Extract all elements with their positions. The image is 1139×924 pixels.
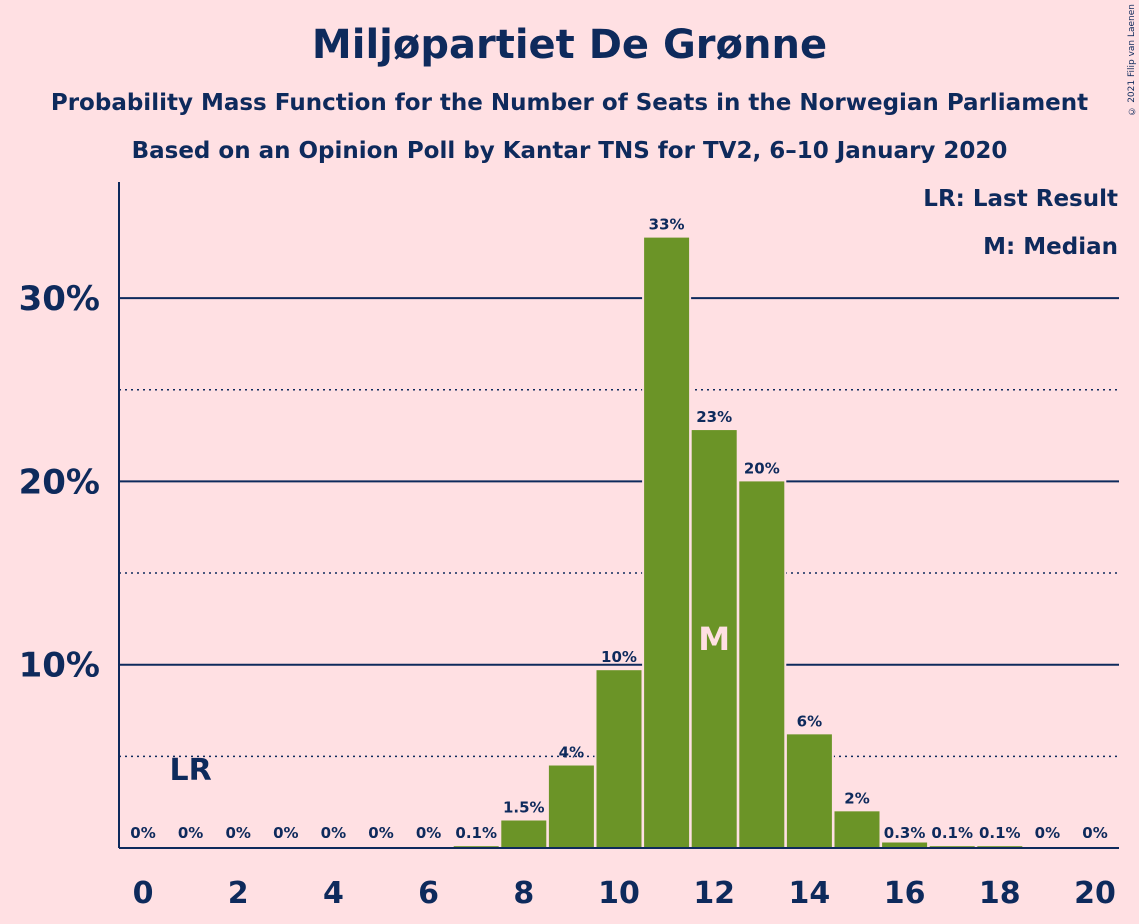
data-label: 6% xyxy=(797,712,822,730)
x-tick-label: 4 xyxy=(323,876,344,911)
legend-median: M: Median xyxy=(983,234,1118,260)
y-tick-label: 10% xyxy=(19,646,100,686)
chart-subtitle-poll: Based on an Opinion Poll by Kantar TNS f… xyxy=(131,138,1008,164)
y-tick-label: 20% xyxy=(19,462,100,502)
x-tick-label: 18 xyxy=(979,876,1021,911)
x-tick-label: 10 xyxy=(598,876,640,911)
data-label: 10% xyxy=(601,648,637,666)
data-label: 23% xyxy=(696,408,732,426)
legend-last-result: LR: Last Result xyxy=(923,186,1118,212)
bar xyxy=(834,811,880,848)
data-label: 0% xyxy=(321,824,346,842)
bar-gap xyxy=(975,844,1025,848)
data-label: 0% xyxy=(1035,824,1060,842)
chart-subtitle: Probability Mass Function for the Number… xyxy=(50,90,1089,116)
data-label: 2% xyxy=(844,789,869,807)
bar xyxy=(882,842,928,848)
data-label: 0% xyxy=(225,824,250,842)
x-tick-label: 20 xyxy=(1074,876,1116,911)
x-tick-label: 2 xyxy=(228,876,249,911)
chart-title: Miljøpartiet De Grønne xyxy=(311,22,828,68)
x-tick-label: 16 xyxy=(884,876,926,911)
bar xyxy=(786,734,832,848)
data-label: 20% xyxy=(744,459,780,477)
bar-gap xyxy=(927,844,977,848)
x-tick-label: 8 xyxy=(513,876,534,911)
data-label: 1.5% xyxy=(503,799,545,817)
data-label: 0% xyxy=(178,824,203,842)
y-tick-label: 30% xyxy=(19,279,100,319)
data-label: 0.1% xyxy=(455,824,497,842)
x-tick-label: 6 xyxy=(418,876,439,911)
x-tick-label: 0 xyxy=(133,876,154,911)
data-label: 0% xyxy=(416,824,441,842)
data-label: 0% xyxy=(273,824,298,842)
data-label: 0% xyxy=(130,824,155,842)
data-label: 0% xyxy=(1082,824,1107,842)
bar-gap xyxy=(451,844,501,848)
data-label: 33% xyxy=(649,216,685,234)
bar xyxy=(596,670,642,848)
bar xyxy=(644,237,690,849)
data-label: 4% xyxy=(559,744,584,762)
data-label: 0.1% xyxy=(931,824,973,842)
bar xyxy=(501,820,547,848)
x-tick-label: 12 xyxy=(693,876,735,911)
bar xyxy=(739,481,785,848)
data-label: 0.1% xyxy=(979,824,1021,842)
bar xyxy=(548,765,594,848)
last-result-marker: LR xyxy=(169,753,211,788)
x-tick-label: 14 xyxy=(789,876,831,911)
bar xyxy=(691,430,737,848)
data-label: 0.3% xyxy=(884,824,926,842)
median-marker: M xyxy=(698,620,730,658)
data-label: 0% xyxy=(368,824,393,842)
